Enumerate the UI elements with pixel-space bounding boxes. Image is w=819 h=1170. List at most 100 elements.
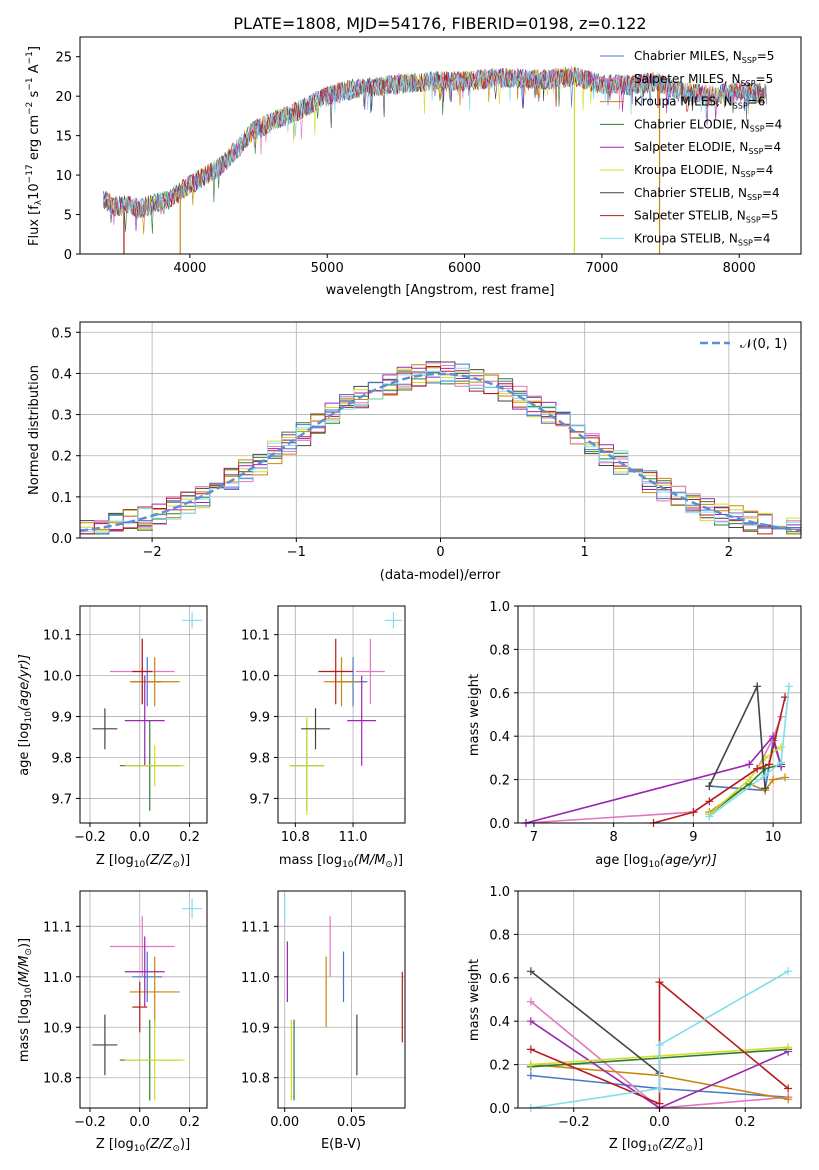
xtick-label: 0.0 bbox=[649, 1115, 670, 1130]
xtick-label: 0.2 bbox=[179, 1115, 200, 1130]
ytick-label: 11.1 bbox=[241, 920, 270, 935]
xtick-label: 10 bbox=[765, 830, 782, 845]
ytick-label: 9.8 bbox=[249, 751, 270, 766]
mass-z-xlabel: Z [log10(Z/Z⊙)] bbox=[96, 1137, 190, 1154]
ytick-label: 9.7 bbox=[51, 792, 72, 807]
weight-marker bbox=[526, 1071, 535, 1080]
spectrum-legend: Chabrier MILES, NSSP=5 Salpeter MILES, NS… bbox=[600, 49, 782, 247]
weight-line-7 bbox=[653, 696, 786, 824]
spectrum-xtick-label: 6000 bbox=[448, 261, 481, 276]
weight-z-ylabel: mass weight bbox=[467, 959, 482, 1041]
weight-line-8 bbox=[708, 686, 790, 818]
ytick-label: 11.0 bbox=[241, 971, 270, 986]
xtick-label: 11.0 bbox=[339, 830, 368, 845]
spectrum-xlabel: wavelength [Angstrom, rest frame] bbox=[326, 283, 555, 298]
legend-entry: Chabrier MILES, NSSP=5 bbox=[634, 49, 774, 65]
ytick-label: 0.2 bbox=[489, 774, 510, 789]
weight-marker bbox=[784, 967, 793, 976]
mass-vs-ebv-panel: 0.00 0.05 10.8 10.9 11.0 11.1 bbox=[241, 890, 406, 1130]
ytick-label: 0.6 bbox=[489, 687, 510, 702]
xtick-label: 0.2 bbox=[735, 1115, 756, 1130]
weight-age-ylabel: mass weight bbox=[467, 674, 482, 756]
residual-ytick-label: 0.0 bbox=[51, 532, 72, 547]
panel-frame bbox=[277, 890, 406, 1109]
weight-marker bbox=[655, 1041, 664, 1050]
ytick-label: 0.2 bbox=[489, 1059, 510, 1074]
spectrum-ytick-label: 15 bbox=[55, 130, 72, 145]
xtick-label: −0.2 bbox=[74, 1115, 106, 1130]
age-vs-mass-panel: 10.8 11.0 9.7 9.8 9.9 10.0 10.1 bbox=[241, 605, 406, 845]
legend-entry: Salpeter MILES, NSSP=5 bbox=[634, 72, 773, 88]
weight-marker bbox=[705, 797, 714, 806]
spectrum-lines bbox=[103, 65, 767, 254]
spectrum-ytick-label: 20 bbox=[55, 90, 72, 105]
weight-marker bbox=[705, 782, 714, 791]
weight-vs-z-panel: −0.2 0.0 0.2 0.0 0.2 0.4 0.6 0.8 1.0 bbox=[489, 885, 802, 1130]
spectrum-panel: 4000 5000 6000 7000 8000 0 5 10 15 20 25 Chabrier … bbox=[25, 36, 802, 298]
weight-marker bbox=[745, 775, 754, 784]
residual-xlabel: (data-model)/error bbox=[380, 568, 501, 583]
ytick-label: 0.8 bbox=[489, 928, 510, 943]
ytick-label: 11.0 bbox=[43, 971, 72, 986]
residual-xtick-label: −2 bbox=[143, 545, 162, 560]
weight-z-xlabel: Z [log10(Z/Z⊙)] bbox=[609, 1137, 703, 1154]
ytick-label: 9.7 bbox=[249, 792, 270, 807]
spectrum-ylabel: Flux [fλ10−17 erg cm−2 s−1 A−1] bbox=[25, 46, 44, 246]
mass-vs-z-panel: −0.2 0.0 0.2 10.8 10.9 11.0 11.1 bbox=[43, 890, 208, 1130]
ytick-label: 10.9 bbox=[241, 1021, 270, 1036]
ytick-label: 10.0 bbox=[241, 670, 270, 685]
residual-ytick-label: 0.1 bbox=[51, 491, 72, 506]
ytick-label: 9.8 bbox=[51, 751, 72, 766]
residual-ylabel: Normed distribution bbox=[27, 365, 42, 495]
weight-age-xlabel: age [log10(age/yr)] bbox=[595, 853, 717, 870]
weight-marker bbox=[777, 743, 786, 752]
xtick-label: 0.2 bbox=[179, 830, 200, 845]
ytick-label: 10.8 bbox=[241, 1072, 270, 1087]
weight-marker bbox=[526, 997, 535, 1006]
spectrum-ytick-label: 0 bbox=[64, 248, 72, 263]
weight-marker bbox=[784, 1043, 793, 1052]
weight-marker bbox=[689, 808, 698, 817]
residual-ytick-label: 0.3 bbox=[51, 409, 72, 424]
spectrum-xtick-label: 5000 bbox=[311, 261, 344, 276]
xtick-label: 10.8 bbox=[281, 830, 310, 845]
residual-hist-1 bbox=[80, 362, 801, 532]
panel-frame bbox=[517, 605, 802, 824]
xtick-label: 8 bbox=[610, 830, 618, 845]
ytick-label: 0.4 bbox=[489, 730, 510, 745]
residual-hist-7 bbox=[80, 366, 801, 535]
residual-xtick-label: −1 bbox=[287, 545, 306, 560]
panel-frame bbox=[79, 890, 208, 1109]
xtick-label: −0.2 bbox=[558, 1115, 590, 1130]
weight-marker bbox=[526, 1045, 535, 1054]
legend-entry: Kroupa MILES, NSSP=6 bbox=[634, 95, 765, 111]
panel-frame bbox=[277, 605, 406, 824]
weight-marker bbox=[784, 1095, 793, 1104]
ytick-label: 10.1 bbox=[241, 629, 270, 644]
legend-entry: Kroupa STELIB, NSSP=4 bbox=[634, 231, 771, 247]
ytick-label: 0.8 bbox=[489, 643, 510, 658]
xtick-label: −0.2 bbox=[74, 830, 106, 845]
legend-entry: Chabrier ELODIE, NSSP=4 bbox=[634, 117, 782, 133]
weight-marker bbox=[761, 771, 770, 780]
residual-xtick-label: 2 bbox=[725, 545, 733, 560]
xtick-label: 0.05 bbox=[337, 1115, 366, 1130]
legend-entry: Chabrier STELIB, NSSP=4 bbox=[634, 186, 780, 202]
weight-marker bbox=[655, 1099, 664, 1108]
ytick-label: 0.6 bbox=[489, 972, 510, 987]
weight-marker bbox=[785, 682, 794, 691]
weight-line-6 bbox=[530, 970, 660, 1074]
weight-line-3 bbox=[708, 763, 782, 815]
weight-line-2 bbox=[708, 776, 786, 813]
ytick-label: 1.0 bbox=[489, 885, 510, 900]
weight-marker bbox=[745, 760, 754, 769]
spectrum-xtick-label: 8000 bbox=[723, 261, 756, 276]
gaussian-curve bbox=[79, 372, 802, 533]
weight-marker bbox=[526, 1060, 535, 1069]
weight-marker bbox=[526, 1017, 535, 1026]
weight-marker bbox=[781, 773, 790, 782]
panel-frame bbox=[79, 605, 208, 824]
residual-ytick-label: 0.5 bbox=[51, 326, 72, 341]
residual-ytick-label: 0.2 bbox=[51, 450, 72, 465]
spectrum-line-1 bbox=[103, 65, 767, 226]
